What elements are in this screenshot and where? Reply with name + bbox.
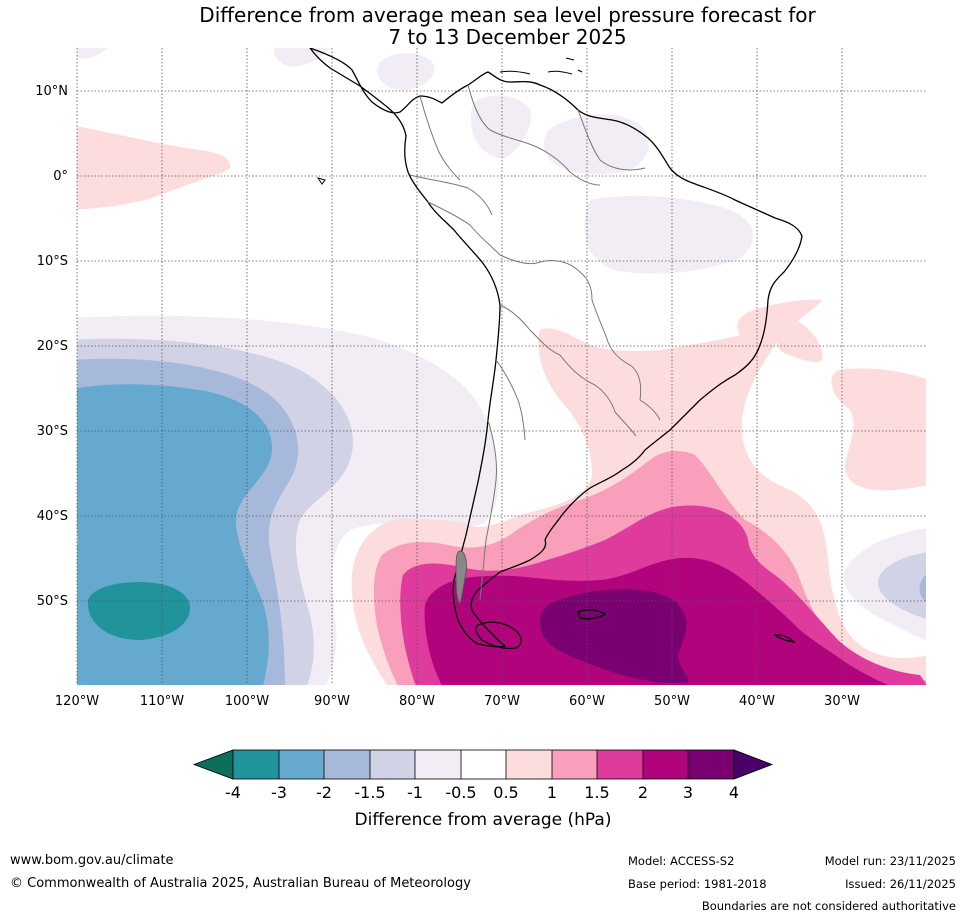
title-line-2: 7 to 13 December 2025 [388,25,627,49]
lat-label-0: 0° [53,169,68,184]
colorbar-tick-label: -0.5 [445,783,476,802]
anomaly-band--2--1.5-east [919,574,926,602]
anomaly-band--4--3-west [87,582,190,640]
colorbar-segment-1.5-2 [597,750,643,779]
lon-label-110w: 110°W [140,694,184,709]
pressure-anomaly-field [77,48,926,685]
south-america-coastline [309,48,803,648]
colorbar-axis-label: Difference from average (hPa) [355,810,612,830]
colorbar-tick-label: -2 [316,783,332,802]
chile-fjords [455,550,467,605]
colorbar-extend-low [192,749,234,780]
model-run-text: Model run: 23/11/2025 [824,854,956,868]
colorbar-segment-0.5-1 [506,750,552,779]
chart-title: Difference from average mean sea level p… [0,4,965,48]
south-georgia [773,634,796,643]
lat-label-10n: 10°N [35,84,68,99]
colorbar-segment-2-3 [643,750,688,779]
lon-label-40w: 40°W [739,694,775,709]
colorbar-tick-label: 1.5 [584,783,609,802]
colorbar-tick-label: -3 [271,783,287,802]
colorbar-extend-high [733,749,774,780]
colorbar-segment-3-4 [688,750,734,779]
anomaly-band--1--0.5-nw [273,48,330,67]
disclaimer-text: Boundaries are not considered authoritat… [701,899,956,913]
colorbar-segment--0.5-0.5 [461,750,506,779]
falkland-islands [577,609,607,620]
anomaly-band-0.5-1-east-ocean [831,368,926,491]
lat-label-10s: 10°S [37,254,68,269]
lon-label-60w: 60°W [569,694,605,709]
anomaly-band--1--0.5-corner [77,48,108,59]
colorbar-tick-label: 0.5 [493,783,518,802]
anomaly-band--1--0.5-amazon [584,195,754,274]
lon-label-30w: 30°W [824,694,860,709]
colorbar-segment--1--0.5 [415,750,461,779]
colorbar-tick-label: 4 [729,783,739,802]
colorbar-segment--2--1.5 [324,750,370,779]
colorbar-tick-label: -1.5 [354,783,385,802]
galapagos-islands [316,177,326,185]
colorbar-tick-label: 1 [547,783,557,802]
copyright-text: © Commonwealth of Australia 2025, Austra… [10,876,471,891]
colorbar: -4 -3 -2 -1.5 -1 -0.5 0.5 1 1.5 2 3 4 Di… [192,749,774,830]
colorbar-segment-1-1.5 [552,750,597,779]
anomaly-band--1.5--1-east [877,552,926,619]
anomaly-band--1--0.5-north-2 [470,95,531,159]
colorbar-tick-label: -1 [407,783,423,802]
issued-text: Issued: 26/11/2025 [845,877,956,891]
colorbar-segment--3--2 [279,750,324,779]
colorbar-tick-label: 2 [638,783,648,802]
anomaly-band-0.5-1-east-notch [776,318,823,363]
caribbean-islands [499,57,583,75]
colorbar-outline [232,749,735,780]
lon-label-50w: 50°W [654,694,690,709]
website-link[interactable]: www.bom.gov.au/climate [10,853,174,868]
colorbar-tick-label: -4 [225,783,241,802]
country-borders [409,84,661,601]
anomaly-band--1--0.5-north-1 [377,53,435,90]
lat-label-40s: 40°S [37,509,68,524]
base-period-text: Base period: 1981-2018 [628,877,767,891]
model-text: Model: ACCESS-S2 [628,854,735,868]
lat-label-20s: 20°S [37,339,68,354]
lon-label-100w: 100°W [225,694,269,709]
lon-label-70w: 70°W [484,694,520,709]
graticule [76,48,926,685]
colorbar-segment--1.5--1 [370,750,415,779]
lat-label-50s: 50°S [37,594,68,609]
lon-label-120w: 120°W [55,694,99,709]
anomaly-band-0.5-1-eq-pacific [77,126,231,210]
lat-label-30s: 30°S [37,424,68,439]
colorbar-segment--4--3 [233,750,279,779]
anomaly-band-3-4 [539,589,689,684]
colorbar-tick-label: 3 [683,783,693,802]
lon-label-80w: 80°W [399,694,435,709]
anomaly-band--1--0.5-north-3 [543,114,649,175]
lon-label-90w: 90°W [314,694,350,709]
tierra-del-fuego [475,621,522,650]
colorbar-dividers [278,750,689,779]
title-line-1: Difference from average mean sea level p… [199,3,816,27]
